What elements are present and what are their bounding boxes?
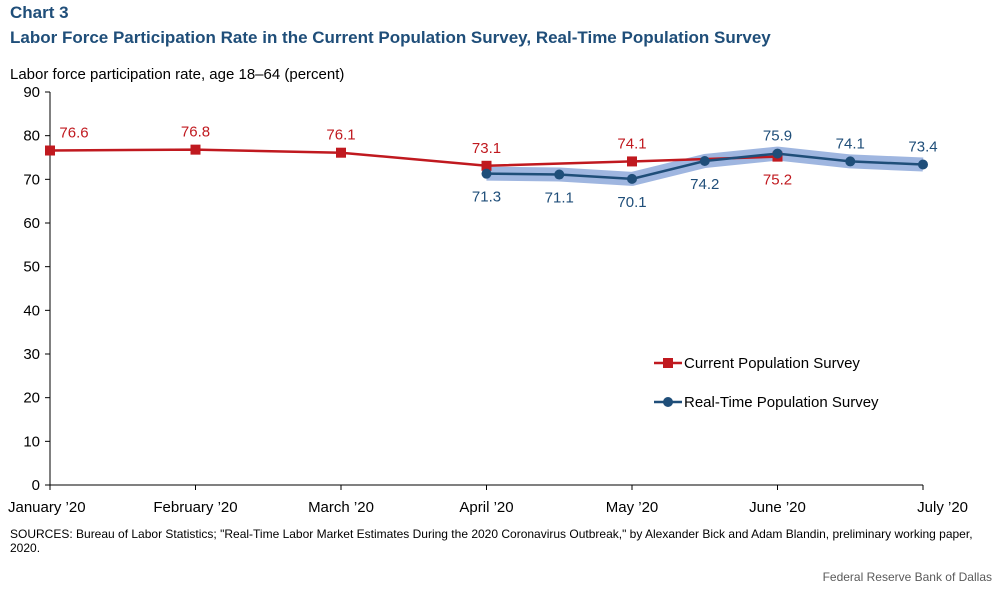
legend-rps-label: Real-Time Population Survey [684,394,879,411]
data-label: 76.1 [326,127,355,144]
y-tick-label: 90 [23,84,40,101]
x-tick-label: March ’20 [308,499,374,516]
cps-point [336,147,346,158]
rps-point [481,168,492,179]
chart-title: Labor Force Participation Rate in the Cu… [10,28,771,47]
rps-series [481,148,928,184]
data-label: 73.4 [908,138,937,155]
data-label: 74.1 [836,135,865,152]
data-label: 76.6 [59,125,88,142]
data-label: 71.1 [545,190,574,207]
x-tick-label: April ’20 [459,499,513,516]
legend-rps-marker [663,397,673,407]
data-label: 75.2 [763,172,792,189]
rps-point [772,148,783,159]
rps-point [845,156,856,167]
data-label: 71.3 [472,189,501,206]
data-label: 73.1 [472,140,501,157]
y-tick-label: 40 [23,302,40,319]
legend-cps-marker [663,358,673,368]
y-tick-label: 0 [32,477,40,494]
cps-point [45,145,55,156]
x-axis: January ’20 February ’20 March ’20 April ’2… [8,484,968,516]
data-label: 74.1 [617,135,646,152]
rps-point [627,173,637,184]
data-label: 76.8 [181,124,210,141]
cps-point [481,160,492,171]
x-tick-label: February ’20 [153,499,237,516]
rps-point [699,155,710,166]
rps-point [554,169,565,180]
cps-point [627,156,637,167]
data-labels: 76.6 76.8 76.1 73.1 74.1 75.2 71.3 71.1 70.1 74.2… [59,124,937,211]
y-axis: 0 10 20 30 40 50 60 70 80 90 [23,84,51,494]
data-label: 75.9 [763,128,792,145]
y-tick-label: 20 [23,390,40,407]
cps-point [190,144,201,155]
credit-line: Federal Reserve Bank of Dallas [822,570,992,584]
y-tick-label: 10 [23,433,40,450]
y-axis-label: Labor force participation rate, age 18–6… [10,66,344,83]
legend: Current Population Survey Real-Time Popul… [654,355,879,411]
y-tick-label: 30 [23,346,40,363]
y-tick-label: 70 [23,171,40,188]
chart-label: Chart 3 [10,3,69,22]
x-tick-label: June ’20 [749,499,806,516]
rps-point [918,159,928,170]
x-tick-label: May ’20 [606,499,659,516]
data-label: 70.1 [617,194,646,211]
sources-note: SOURCES: Bureau of Labor Statistics; "Re… [10,527,973,555]
data-label: 74.2 [690,176,719,193]
legend-cps-label: Current Population Survey [684,355,860,372]
x-tick-label: January ’20 [8,499,86,516]
y-tick-label: 60 [23,215,40,232]
y-tick-label: 50 [23,259,40,276]
y-tick-label: 80 [23,128,40,145]
x-tick-label: July ’20 [917,499,968,516]
cps-line [49,148,778,168]
